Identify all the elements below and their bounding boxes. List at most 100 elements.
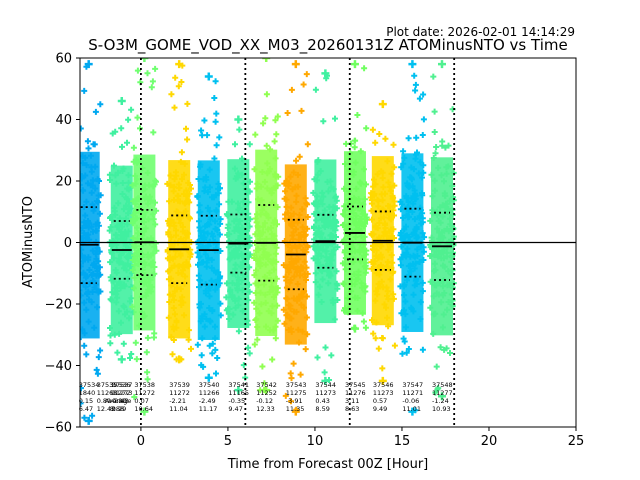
- orbit-stats-37541-line: 11165: [228, 389, 249, 397]
- stats-average-label: Average: [105, 397, 132, 405]
- orbit-min-marker: [234, 386, 243, 395]
- y-tick-label: 0: [64, 236, 72, 251]
- orbit-stats-37538-line: 10.64: [134, 405, 153, 413]
- orbit-max-marker: [175, 60, 184, 69]
- orbit-min-marker: [291, 407, 300, 416]
- orbit-point-markers: [397, 72, 428, 414]
- orbit-stats-37548-line: -1.24: [432, 397, 449, 405]
- x-axis-ticks: 0 5 10 15 20 25: [137, 427, 585, 449]
- orbit-point-markers: [164, 62, 195, 363]
- orbit-stats-37538-line: 37538: [134, 381, 155, 389]
- orbit-min-marker: [204, 373, 213, 382]
- chart-title: S-O3M_GOME_VOD_XX_M03_20260131Z ATOMinus…: [88, 36, 567, 55]
- orbit-stats-37539-line: 37539: [169, 381, 190, 389]
- orbit-37546: [367, 100, 398, 385]
- extra-stats-37535-line: 11268: [97, 389, 118, 397]
- orbit-stats-37543-line: -3.91: [286, 397, 303, 405]
- orbit-stats-37542-line: 11252: [256, 389, 277, 397]
- orbit-stats-37545-line: 37545: [345, 381, 366, 389]
- extra-stats-37536-line: 37536: [110, 381, 131, 389]
- orbit-37539: [164, 60, 195, 364]
- orbit-stats-37538-line: 11272: [134, 389, 155, 397]
- y-tick-label: 40: [55, 113, 72, 128]
- orbit-max-marker: [350, 60, 359, 69]
- orbit-stats-37546-line: 11273: [373, 389, 394, 397]
- orbit-37534: [80, 60, 104, 425]
- orbit-stats-37534-line: 37534: [79, 381, 100, 389]
- orbit-37540: [194, 72, 224, 382]
- x-tick-label: 5: [224, 434, 232, 449]
- orbit-stats-37539-line: 11272: [169, 389, 190, 397]
- orbit-stats-37545-line: 3.11: [345, 397, 359, 405]
- orbit-point-markers: [80, 63, 104, 421]
- orbit-stats-37548-line: 11277: [432, 389, 453, 397]
- orbit-stats-37544-line: 0.43: [315, 397, 329, 405]
- orbit-max-marker: [262, 58, 271, 62]
- orbit-max-marker: [84, 60, 93, 69]
- orbit-stats-37540-line: 11266: [199, 389, 220, 397]
- extra-stats-37536-line: 8.88: [110, 405, 124, 413]
- orbit-stats-37542-line: -0.12: [256, 397, 273, 405]
- orbit-stats-37541-line: 9.47: [228, 405, 242, 413]
- orbit-stats-37537-line: 9.29: [112, 405, 126, 413]
- orbit-stats-37542-line: 37542: [256, 381, 277, 389]
- orbit-stats-37534-line: 1840: [79, 389, 96, 397]
- orbit-stats-37534-line: 0.15: [79, 397, 93, 405]
- orbit-stats-37540-line: -2.49: [199, 397, 216, 405]
- orbit-stats-37548-line: 37548: [432, 381, 453, 389]
- plot-date: Plot date: 2026-02-01 14:14:29: [386, 25, 575, 39]
- orbit-stats-37539-line: 11.04: [169, 405, 188, 413]
- orbit-max-marker: [291, 60, 300, 69]
- orbit-37544: [310, 69, 341, 385]
- stats-layer: 3753418400.156.473753711273-2.439.293753…: [79, 381, 453, 413]
- orbit-37543: [280, 60, 311, 416]
- orbit-point-markers: [339, 65, 370, 331]
- orbit-stats-37547-line: 37547: [402, 381, 423, 389]
- cycle-boundary-layer: [140, 58, 456, 427]
- x-tick-label: 15: [394, 434, 411, 449]
- orbit-stats-37539-line: -2.21: [169, 397, 186, 405]
- orbit-stats-37544-line: 8.59: [315, 405, 329, 413]
- orbit-stats-37544-line: 37544: [315, 381, 336, 389]
- orbit-layer: [80, 58, 457, 425]
- orbit-stats-37547-line: -0.06: [402, 397, 419, 405]
- x-axis-label: Time from Forecast 00Z [Hour]: [227, 457, 429, 472]
- orbit-min-marker: [175, 355, 184, 364]
- y-tick-label: −20: [45, 298, 72, 313]
- orbit-point-markers: [106, 106, 137, 361]
- orbit-min-marker: [140, 407, 149, 416]
- x-tick-label: 10: [307, 434, 324, 449]
- orbit-min-marker: [350, 324, 359, 333]
- orbit-min-marker: [408, 407, 417, 416]
- extra-stats-37535-line: 37535: [97, 381, 118, 389]
- orbit-stats-37546-line: 9.49: [373, 405, 387, 413]
- orbit-stats-37543-line: 37543: [286, 381, 307, 389]
- orbit-max-marker: [437, 60, 446, 69]
- orbit-min-marker: [321, 376, 330, 385]
- orbit-min-marker: [84, 416, 93, 425]
- y-tick-label: −60: [45, 421, 72, 436]
- orbit-point-markers: [280, 71, 311, 413]
- orbit-stats-37541-line: -0.35: [228, 397, 245, 405]
- orbit-point-markers: [194, 78, 224, 377]
- orbit-point-markers: [129, 65, 160, 400]
- orbit-max-marker: [408, 60, 417, 69]
- orbit-stats-37540-line: 37540: [199, 381, 220, 389]
- orbit-stats-37540-line: 11.17: [199, 405, 218, 413]
- x-tick-label: 25: [568, 434, 585, 449]
- orbit-min-marker: [378, 376, 387, 385]
- orbit-stats-37541-line: 37541: [228, 381, 249, 389]
- extra-stats-37536-line: -0.80: [110, 397, 127, 405]
- orbit-stats-37545-line: 11276: [345, 389, 366, 397]
- extra-stats-37535-line: 0.89: [97, 397, 111, 405]
- orbit-stats-37537-line: -2.43: [112, 397, 129, 405]
- orbit-37537: [106, 97, 137, 364]
- orbit-min-marker: [437, 392, 446, 401]
- orbit-stats-37537-line: 11273: [112, 389, 133, 397]
- orbit-stats-37538-line: 0.07: [134, 397, 148, 405]
- orbit-max-marker: [140, 58, 149, 62]
- orbit-stats-37534-line: 6.47: [79, 405, 93, 413]
- orbit-max-marker: [321, 69, 330, 78]
- y-axis-ticks: −60 −40 −20 0 20 40 60: [45, 52, 80, 436]
